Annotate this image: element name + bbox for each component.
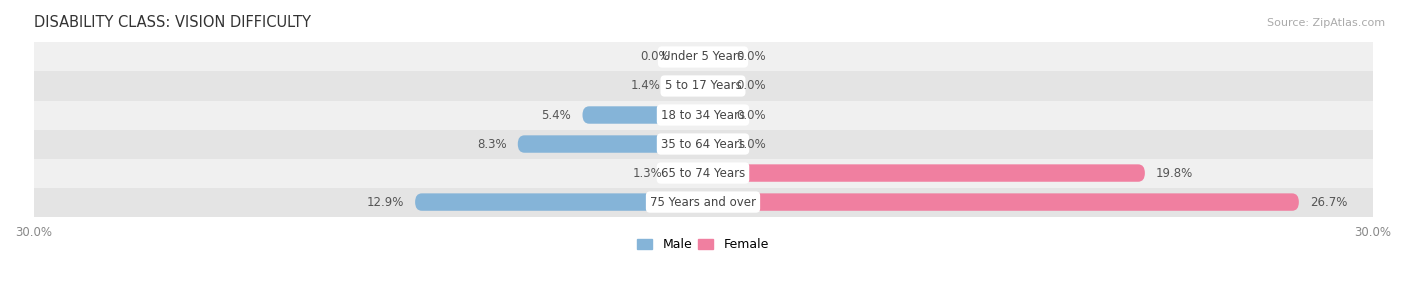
Legend: Male, Female: Male, Female <box>634 234 772 255</box>
FancyBboxPatch shape <box>703 193 1299 211</box>
Text: 1.3%: 1.3% <box>633 166 662 180</box>
Text: Source: ZipAtlas.com: Source: ZipAtlas.com <box>1267 18 1385 28</box>
Text: 0.0%: 0.0% <box>737 109 766 121</box>
FancyBboxPatch shape <box>517 135 703 153</box>
Text: 65 to 74 Years: 65 to 74 Years <box>661 166 745 180</box>
Text: 75 Years and over: 75 Years and over <box>650 196 756 209</box>
FancyBboxPatch shape <box>672 77 703 95</box>
Bar <box>34 129 1372 159</box>
Text: 12.9%: 12.9% <box>367 196 404 209</box>
Text: 35 to 64 Years: 35 to 64 Years <box>661 137 745 151</box>
Text: Under 5 Years: Under 5 Years <box>662 50 744 63</box>
Text: 5 to 17 Years: 5 to 17 Years <box>665 80 741 92</box>
FancyBboxPatch shape <box>703 135 725 153</box>
Text: 0.0%: 0.0% <box>640 50 669 63</box>
FancyBboxPatch shape <box>415 193 703 211</box>
Text: 5.4%: 5.4% <box>541 109 571 121</box>
FancyBboxPatch shape <box>703 77 721 95</box>
Text: 26.7%: 26.7% <box>1310 196 1347 209</box>
Text: 19.8%: 19.8% <box>1156 166 1194 180</box>
Bar <box>34 188 1372 217</box>
Text: 1.0%: 1.0% <box>737 137 766 151</box>
Text: 8.3%: 8.3% <box>477 137 506 151</box>
Text: 18 to 34 Years: 18 to 34 Years <box>661 109 745 121</box>
Bar <box>34 43 1372 72</box>
Text: 1.4%: 1.4% <box>631 80 661 92</box>
Bar <box>34 159 1372 188</box>
FancyBboxPatch shape <box>673 164 703 182</box>
FancyBboxPatch shape <box>703 48 721 66</box>
FancyBboxPatch shape <box>703 164 1144 182</box>
Bar <box>34 100 1372 129</box>
FancyBboxPatch shape <box>703 106 721 124</box>
Text: 0.0%: 0.0% <box>737 80 766 92</box>
FancyBboxPatch shape <box>685 48 703 66</box>
Text: 0.0%: 0.0% <box>737 50 766 63</box>
Text: DISABILITY CLASS: VISION DIFFICULTY: DISABILITY CLASS: VISION DIFFICULTY <box>34 15 311 30</box>
Bar <box>34 72 1372 100</box>
FancyBboxPatch shape <box>582 106 703 124</box>
